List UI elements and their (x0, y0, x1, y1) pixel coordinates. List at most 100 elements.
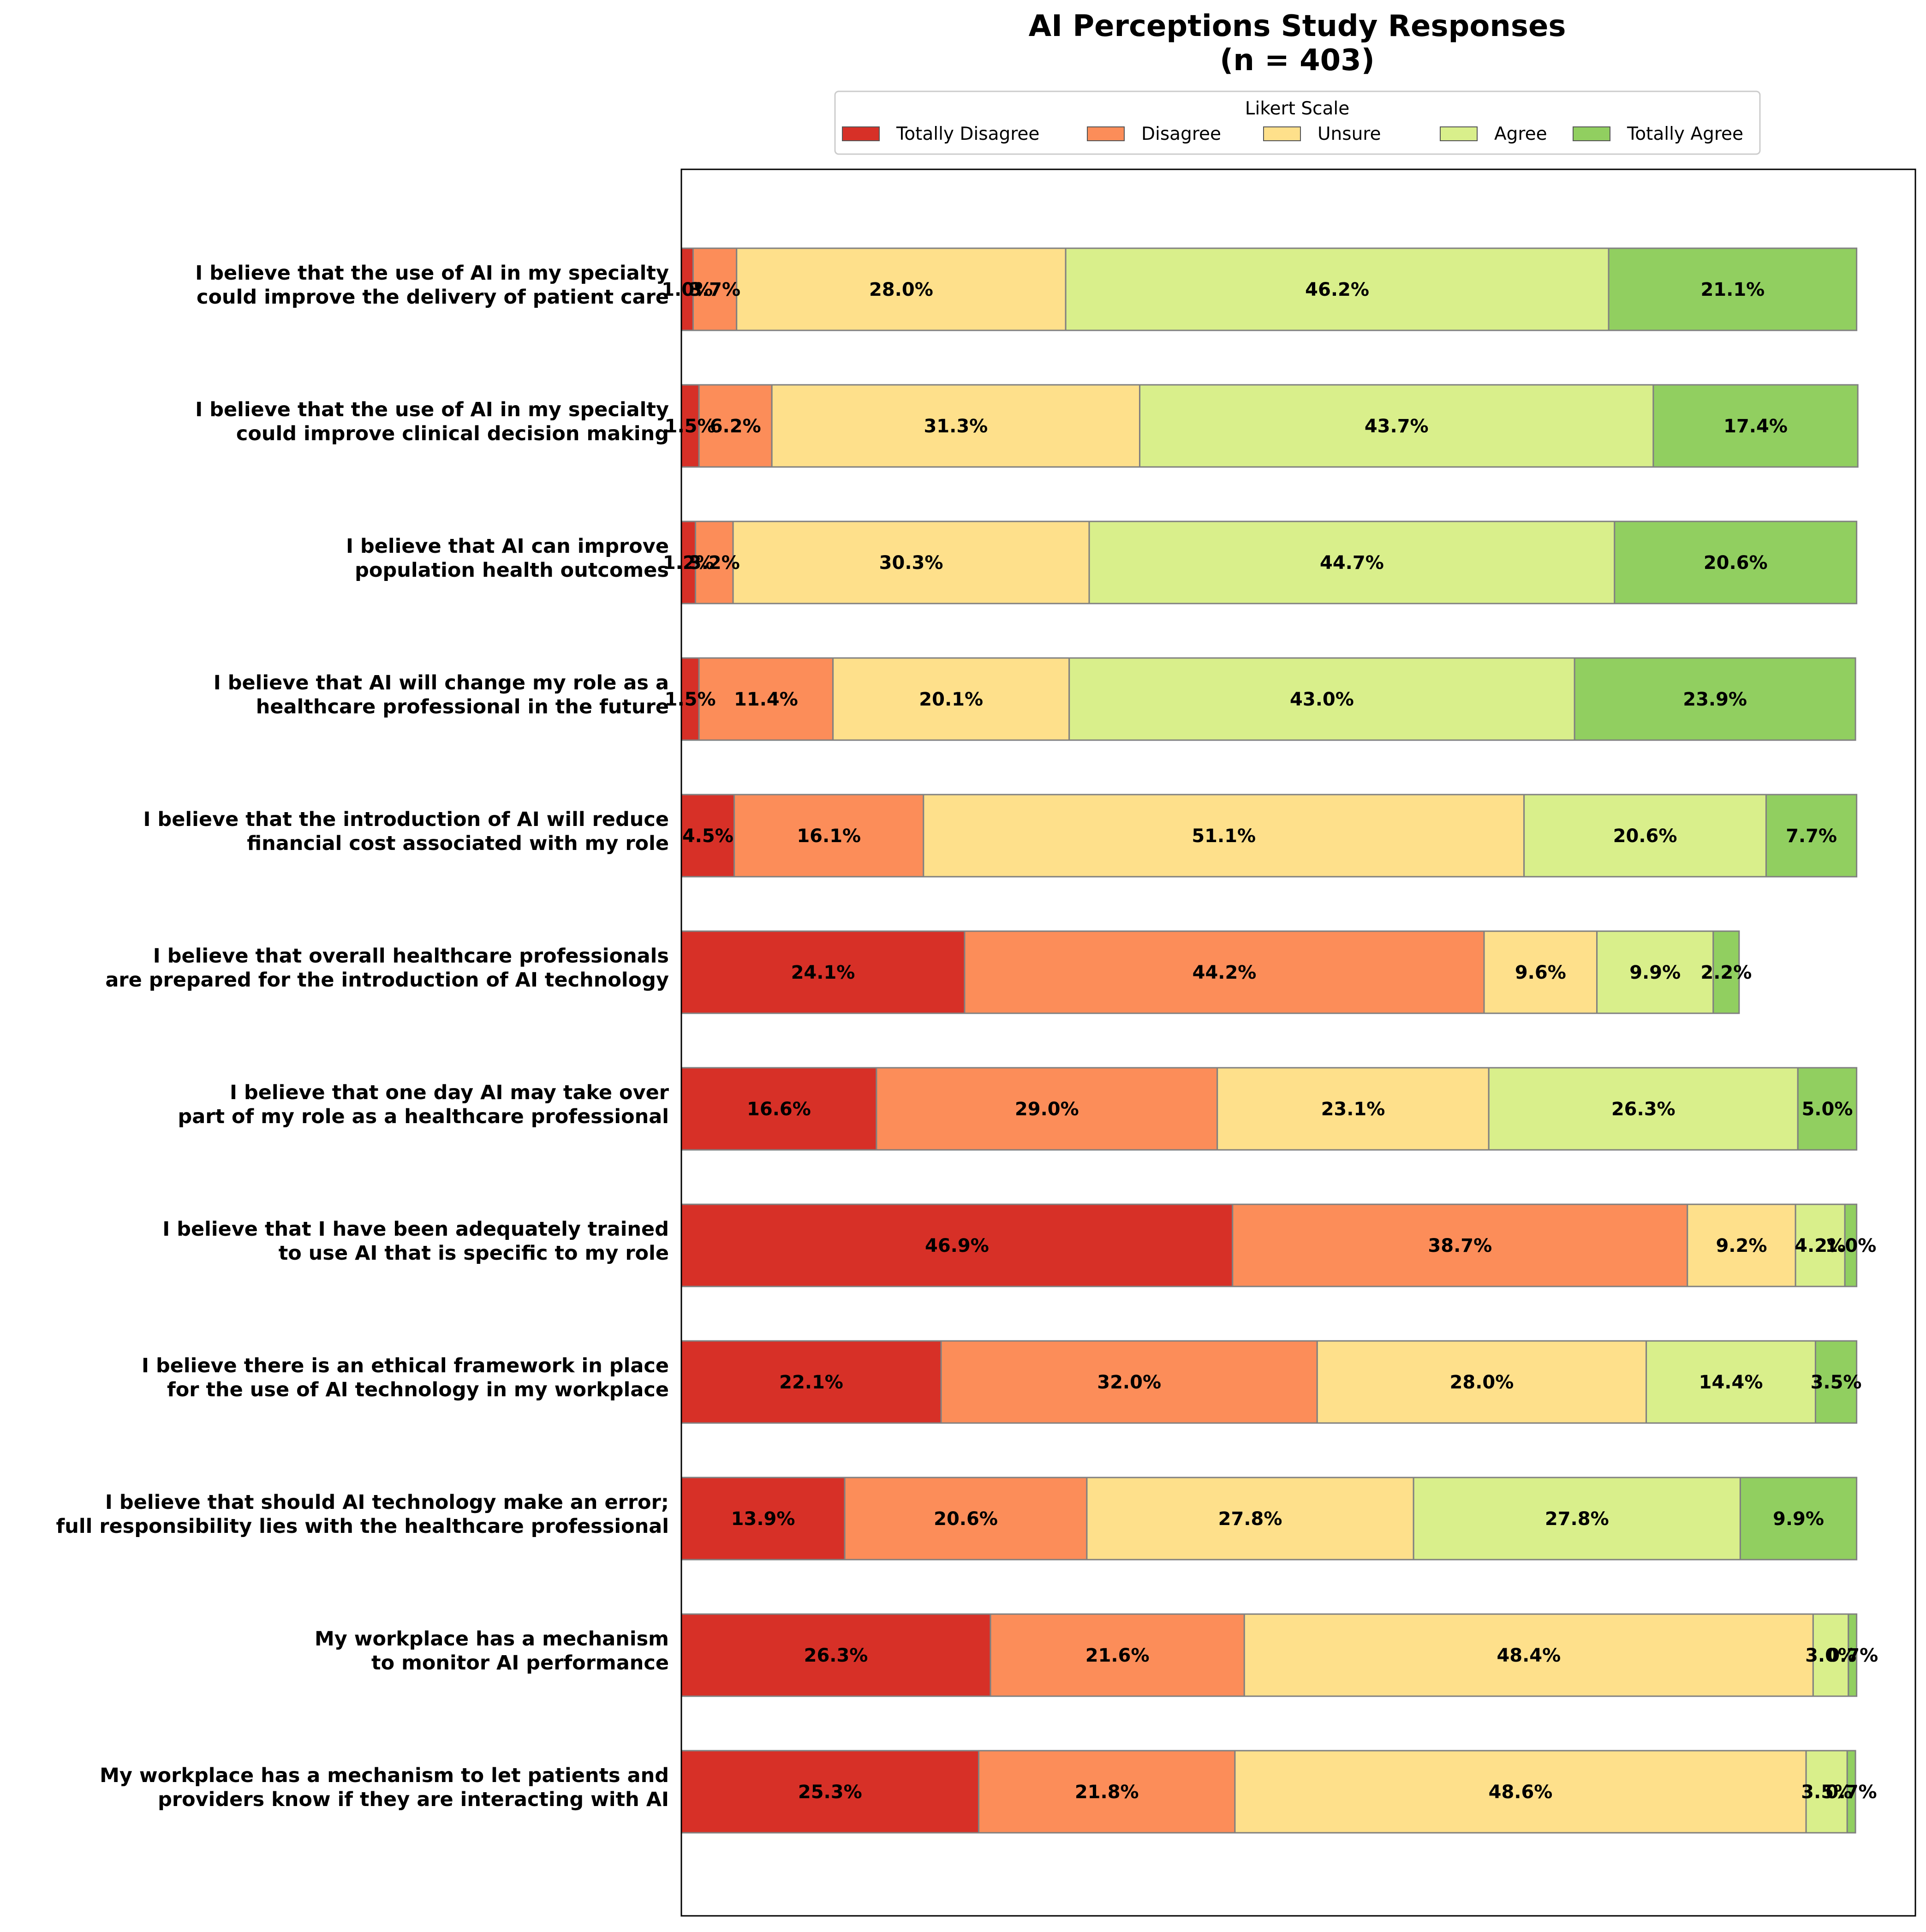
bar-segment (1523, 794, 1767, 878)
y-tick-label: I believe that I have been adequately tr… (162, 1218, 669, 1265)
bar-value-label: 23.9% (1683, 689, 1747, 710)
bar-segment (680, 794, 735, 878)
bar-value-label: 7.7% (1786, 825, 1837, 847)
bar-value-label: 3.0% (1805, 1645, 1856, 1666)
bar-segment (680, 1750, 980, 1834)
bar-value-label: 30.3% (879, 552, 943, 574)
bar-segment (1608, 247, 1858, 331)
bar-value-label: 31.3% (924, 416, 988, 437)
bar-segment (832, 657, 1070, 741)
bar-segment (1712, 930, 1740, 1014)
legend-swatch (1087, 126, 1125, 141)
bar-segment (1316, 1340, 1647, 1424)
bar-segment (1232, 1203, 1688, 1287)
y-tick-label: My workplace has a mechanism to monitor A… (315, 1627, 669, 1675)
bar-segment (1795, 1203, 1846, 1287)
bar-value-label: 28.0% (869, 279, 933, 300)
bar-value-label: 14.4% (1699, 1372, 1763, 1393)
bar-segment (1844, 1203, 1858, 1287)
bar-value-label: 1.5% (665, 689, 716, 710)
legend: Likert Scale Totally Disagree Disagree Uns… (834, 90, 1761, 155)
bar-segment (736, 247, 1067, 331)
bar-segment (695, 520, 734, 604)
bar-value-label: 28.0% (1450, 1372, 1514, 1393)
legend-label: Disagree (1141, 124, 1221, 144)
bar-value-label: 48.4% (1497, 1645, 1561, 1666)
y-tick-label: I believe that the introduction of AI wi… (143, 808, 669, 855)
bar-value-label: 22.1% (779, 1372, 843, 1393)
bar-segment (680, 384, 700, 468)
bar-value-label: 13.9% (731, 1508, 795, 1530)
bar-segment (1739, 1477, 1858, 1561)
bar-value-label: 43.0% (1290, 689, 1354, 710)
bar-value-label: 46.2% (1305, 279, 1369, 300)
bar-value-label: 21.8% (1075, 1782, 1139, 1803)
bar-value-label: 27.8% (1545, 1508, 1609, 1530)
bar-value-label: 20.6% (1613, 825, 1677, 847)
bar-value-label: 4.5% (682, 825, 733, 847)
bar-segment (923, 794, 1525, 878)
y-tick-label: I believe that AI will change my role as… (214, 671, 669, 718)
bar-segment (733, 794, 924, 878)
y-tick-label: I believe that overall healthcare profes… (105, 945, 669, 992)
bar-value-label: 9.9% (1629, 962, 1681, 983)
chart-title: AI Perceptions Study Responses (1029, 9, 1566, 43)
bar-value-label: 4.2% (1795, 1235, 1846, 1256)
bar-segment (1574, 657, 1856, 741)
bar-segment (1488, 1067, 1799, 1151)
bar-value-label: 20.6% (1704, 552, 1768, 574)
bar-segment (1216, 1067, 1490, 1151)
bar-value-label: 0.7% (1826, 1782, 1877, 1803)
bar-value-label: 43.7% (1365, 416, 1429, 437)
bar-value-label: 11.4% (734, 689, 798, 710)
bar-segment (680, 930, 966, 1014)
bar-value-label: 17.4% (1723, 416, 1788, 437)
bar-value-label: 26.3% (804, 1645, 868, 1666)
bar-value-label: 16.6% (747, 1099, 811, 1120)
legend-swatch (1573, 126, 1610, 141)
bar-value-label: 3.2% (689, 552, 740, 574)
legend-label: Totally Agree (1627, 124, 1743, 144)
bar-segment (1088, 520, 1616, 604)
bar-value-label: 1.0% (662, 279, 713, 300)
bar-value-label: 51.1% (1192, 825, 1256, 847)
bar-value-label: 44.2% (1193, 962, 1257, 983)
bar-segment (692, 247, 738, 331)
bar-segment (844, 1477, 1088, 1561)
bar-segment (1797, 1067, 1858, 1151)
bar-segment (771, 384, 1141, 468)
bar-segment (1814, 1340, 1858, 1424)
chart-subtitle: (n = 403) (1220, 43, 1375, 78)
bar-segment (1652, 384, 1859, 468)
y-tick-label: I believe that one day AI may take over p… (178, 1081, 669, 1128)
bar-segment (1139, 384, 1654, 468)
bar-value-label: 5.0% (1801, 1099, 1853, 1120)
bar-segment (1848, 1613, 1858, 1697)
bar-value-label: 9.9% (1773, 1508, 1824, 1530)
y-tick-label: I believe that should AI technology make… (56, 1491, 669, 1538)
bar-value-label: 25.3% (798, 1782, 862, 1803)
bar-segment (698, 657, 834, 741)
bar-segment (1413, 1477, 1741, 1561)
bar-segment (1646, 1340, 1816, 1424)
bar-value-label: 27.8% (1218, 1508, 1282, 1530)
legend-title: Likert Scale (1245, 98, 1349, 119)
bar-segment (680, 1613, 991, 1697)
bar-value-label: 1.0% (1825, 1235, 1876, 1256)
bar-value-label: 1.5% (665, 416, 716, 437)
bar-segment (1687, 1203, 1796, 1287)
legend-swatch (1440, 126, 1478, 141)
bar-segment (680, 1340, 942, 1424)
y-tick-label: My workplace has a mechanism to let pati… (100, 1764, 669, 1811)
bar-value-label: 20.1% (919, 689, 983, 710)
bar-value-label: 1.2% (663, 552, 714, 574)
bar-segment (1765, 794, 1858, 878)
legend-swatch (842, 126, 880, 141)
bar-value-label: 21.1% (1700, 279, 1765, 300)
bar-segment (940, 1340, 1318, 1424)
bar-segment (990, 1613, 1245, 1697)
bar-segment (732, 520, 1090, 604)
bar-value-label: 38.7% (1428, 1235, 1492, 1256)
plot-area-frame (680, 168, 1916, 1917)
